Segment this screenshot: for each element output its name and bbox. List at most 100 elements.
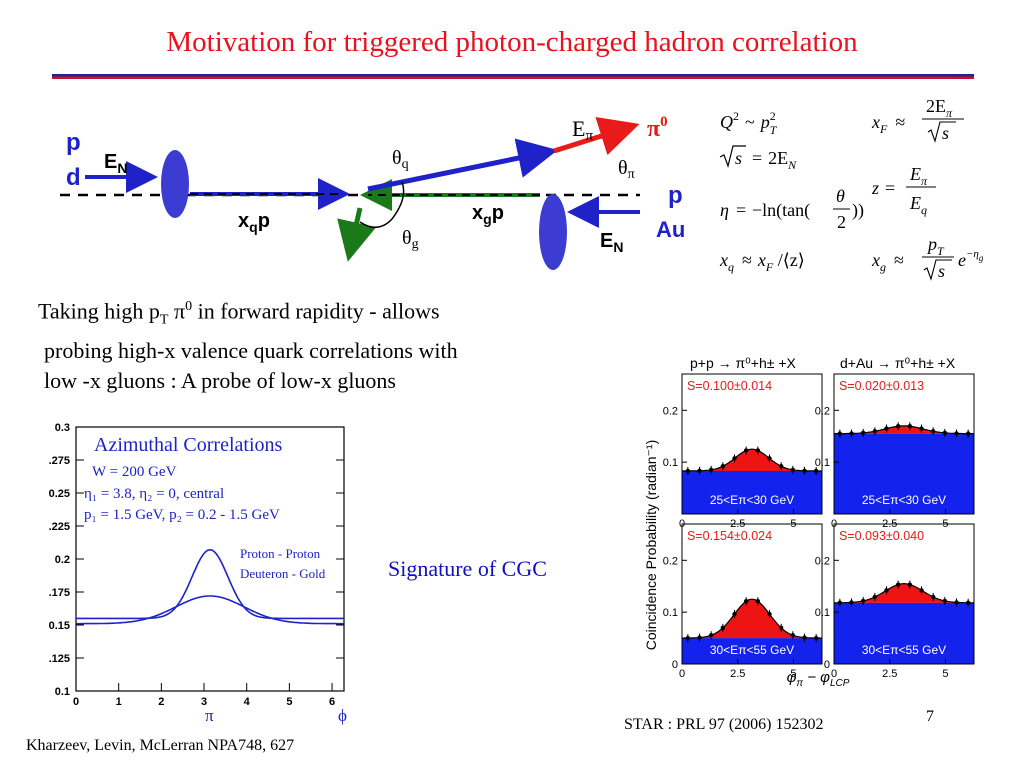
x-tick-label: 5: [286, 696, 292, 708]
x-tick-label: 2: [158, 696, 164, 708]
info-line-1: W = 200 GeV: [92, 464, 177, 480]
fit-curve: [682, 598, 822, 639]
x-marker-pi: π: [205, 706, 214, 725]
legend-entry-dau: Deuteron - Gold: [240, 566, 326, 581]
scattered-quark-arrow: [367, 138, 558, 192]
energy-range-label: 30<Eπ<55 GeV: [710, 643, 794, 657]
y-tick-label: .275: [49, 455, 70, 467]
x-axis-label: φπ − φLCP: [787, 669, 850, 689]
theta-g-arc: [359, 181, 405, 228]
baseline-area: [682, 638, 822, 664]
formula-xf: xF ≈ 2Eπ s: [871, 96, 964, 143]
plot-frame: [75, 426, 345, 692]
pion-arrow: [553, 116, 640, 156]
formula-sqrt-s: s = 2EN: [719, 145, 797, 172]
x-tick-label: 4: [244, 696, 251, 708]
motivation-line-1: Taking high pT π0 in forward rapidity - …: [38, 298, 440, 328]
series-proton-proton: [76, 548, 344, 620]
svg-text:=2EN: = 2EN: [752, 148, 797, 172]
x-tick-label: 0: [679, 668, 685, 680]
signal-area: [834, 425, 974, 434]
formula-z: z = Eπ Eq: [871, 164, 936, 217]
x-tick-label: 2.5: [882, 668, 897, 680]
x-tick-label: 0: [831, 668, 837, 680]
signal-label: S=0.100±0.014: [687, 379, 772, 393]
label-en-right: EN: [600, 230, 623, 255]
y-tick-label: 0.1: [815, 457, 830, 469]
svg-text:xg≈: xg ≈: [871, 250, 904, 274]
label-theta-q: θq: [392, 147, 409, 172]
y-tick-label: 0.2: [663, 405, 678, 417]
recoil-gluon-arrow: [337, 207, 377, 262]
x-tick-label: 6: [329, 696, 335, 708]
motivation-line-2: probing high-x valence quark correlation…: [44, 337, 458, 363]
svg-text:=: =: [736, 200, 746, 220]
svg-text:Eπ: Eπ: [909, 164, 928, 188]
collision-diagram: p d EN xqp xgp p Au EN Eπ π0 θq θπ θg: [60, 114, 685, 270]
label-p-right: p: [668, 182, 683, 209]
panel-frame: [681, 373, 823, 515]
signature-of-cgc: Signature of CGC: [388, 556, 547, 581]
svg-text:)): )): [852, 200, 864, 221]
header-dau: d+Au → π⁰+h± +X: [840, 355, 956, 371]
x-tick-label: 5: [942, 668, 948, 680]
panel-frame: [833, 373, 975, 515]
header-pp: p+p → π⁰+h± +X: [690, 355, 797, 371]
fit-curve: [834, 425, 974, 435]
label-xqp: xqp: [238, 210, 270, 235]
y-tick-label: .225: [49, 521, 70, 533]
panel-frame: [681, 523, 823, 665]
label-epi: Eπ: [572, 116, 593, 144]
y-tick-label: 0: [824, 659, 830, 671]
y-tick-label: 0.2: [663, 555, 678, 567]
svg-text:s: s: [942, 123, 949, 143]
y-tick-label: 0.1: [55, 686, 70, 698]
deuteron-oval: [161, 150, 189, 218]
x-tick-label: 5: [790, 668, 796, 680]
info-line-3: p₁ = 1.5 GeV, p₂ = 0.2 - 1.5 GeV: [84, 507, 280, 523]
motivation-line-3: low -x gluons : A probe of low-x gluons: [44, 367, 396, 393]
x-marker-phi: ϕ: [338, 706, 347, 725]
signal-area: [834, 583, 974, 603]
fit-curve: [834, 582, 974, 604]
label-xgp: xgp: [472, 202, 504, 227]
label-theta-g: θg: [402, 227, 419, 252]
signal-label: S=0.020±0.013: [839, 379, 924, 393]
svg-text:pT: pT: [926, 234, 945, 258]
x-tick-label: 2.5: [730, 668, 745, 680]
x-tick-label: 3: [201, 696, 207, 708]
energy-range-label: 25<Eπ<30 GeV: [862, 493, 946, 507]
svg-text:2: 2: [837, 212, 846, 232]
y-tick-label: 0: [672, 659, 678, 671]
reference-kharzeev: Kharzeev, Levin, McLerran NPA748, 627: [26, 737, 295, 754]
energy-range-label: 30<Eπ<55 GeV: [862, 643, 946, 657]
y-tick-label: 0.2: [815, 555, 830, 567]
chart-title: Azimuthal Correlations: [94, 434, 283, 456]
svg-text:−ln(tan(: −ln(tan(: [752, 200, 810, 221]
svg-text:η: η: [720, 200, 729, 220]
azimuthal-correlation-chart: 0.1 .125 0.15 .175 0.2 .225 0.25 .275 0.3 0 1 2 3 4 5…: [49, 422, 347, 725]
signal-area: [682, 599, 822, 639]
formula-xg: xg ≈ pT s e−ηg: [871, 234, 984, 281]
svg-text:Q2~p2T: Q2 ~ p2 T: [720, 109, 778, 137]
svg-text:s: s: [938, 261, 945, 281]
energy-range-label: 25<Eπ<30 GeV: [710, 493, 794, 507]
formula-eta: η = −ln(tan( θ 2 )): [720, 186, 864, 232]
y-tick-label: 0.15: [49, 620, 70, 632]
page-number: 7: [926, 708, 934, 725]
label-en-left: EN: [104, 151, 127, 176]
reference-star: STAR : PRL 97 (2006) 152302: [624, 716, 824, 733]
y-tick-label: 0.1: [815, 607, 830, 619]
y-tick-label: 0.3: [55, 422, 70, 434]
x-tick-label: 0: [73, 696, 79, 708]
slide-title: Motivation for triggered photon-charged …: [166, 26, 858, 58]
formula-xq: xq ≈ xF /⟨z⟩: [719, 250, 805, 274]
y-tick-label: .125: [49, 653, 70, 665]
label-au: Au: [656, 217, 685, 242]
star-coincidence-chart: p+p → π⁰+h± +X d+Au → π⁰+h± +X Coinciden…: [618, 350, 980, 712]
svg-text:xF≈: xF ≈: [871, 112, 905, 136]
series-deuteron-gold: [76, 595, 344, 625]
signal-label: S=0.154±0.024: [687, 529, 772, 543]
